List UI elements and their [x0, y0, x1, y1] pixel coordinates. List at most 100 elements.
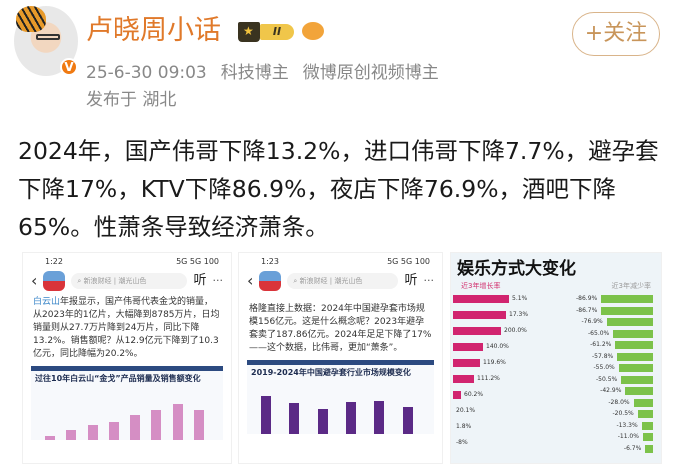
decline-bar [613, 329, 653, 338]
decline-label: -6.7% [623, 444, 642, 452]
decline-bar [637, 410, 653, 418]
decline-bar [601, 295, 653, 303]
verified-badge: V [60, 58, 78, 76]
decline-label: -20.5% [612, 410, 634, 417]
chart-bar [289, 403, 300, 434]
growth-label: 20.1% [456, 407, 476, 414]
infographic-title: 娱乐方式大变化 [457, 259, 576, 279]
growth-bar [453, 391, 461, 399]
decline-bar [615, 341, 653, 349]
avatar-face [36, 34, 60, 40]
decline-bar [601, 306, 653, 315]
search-placeholder: 新浪财经 | 潮光山色 [83, 277, 147, 285]
growth-header: 近3年增长率 [461, 282, 501, 290]
listen-label: 听 [193, 273, 207, 288]
growth-bar [453, 343, 483, 351]
decline-bar [621, 375, 653, 384]
growth-bar [453, 295, 509, 303]
growth-label: 140.0% [486, 343, 509, 350]
search-bar: ⌕ 新浪财经 | 潮光山色 [287, 273, 399, 289]
growth-label: 17.3% [509, 311, 529, 318]
growth-bar [453, 359, 480, 367]
crown-icon [238, 22, 260, 42]
listen-label: 听 [404, 273, 418, 288]
back-icon: ‹ [247, 271, 254, 290]
more-icon: ··· [212, 274, 224, 287]
infographic-bars: 5.1% 17.3% 200.0% 140.0% 119.6% 111.2% 60.2% 20… [451, 291, 661, 461]
post-time: 25-6-30 09:03 [86, 63, 207, 83]
post-location: 发布于 湖北 [86, 90, 177, 110]
decline-label: -65.0% [588, 329, 610, 337]
growth-label: 200.0% [504, 327, 527, 334]
post-image-2[interactable]: 1:23 5G 5G 100 ‹ ⌕ 新浪财经 | 潮光山色听 ··· 格隆直接上数据… [238, 252, 443, 464]
user-tag: 科技博主 [220, 63, 289, 83]
decline-label: -42.9% [600, 387, 622, 394]
decline-label: -57.8% [591, 352, 614, 360]
decline-label: -61.2% [590, 341, 612, 348]
article-text: 格隆直接上数据：2024年中国避孕套市场规模156亿元。这是什么概念呢？2023… [249, 304, 432, 353]
chart-title: 过往10年白云山“金戈”产品销量及销售额变化 [35, 374, 201, 383]
chart-bar [87, 425, 98, 440]
growth-label: 60.2% [464, 391, 484, 398]
chart-bar [151, 409, 162, 440]
decline-bar [606, 318, 653, 326]
chart-bar [261, 395, 271, 434]
decline-bar [633, 398, 653, 407]
decline-bar [618, 364, 653, 372]
tiger-decoration [16, 6, 46, 32]
growth-bar [453, 311, 506, 319]
avatar[interactable] [14, 6, 78, 76]
decline-label: -50.5% [596, 375, 618, 383]
follow-button[interactable]: +关注 [572, 12, 660, 56]
chart-bar [374, 401, 385, 434]
chart-title: 2019-2024年中国避孕套行业市场规模变化 [251, 368, 411, 377]
decline-label: -86.7% [576, 306, 598, 314]
decline-label: -28.0% [608, 398, 630, 406]
decline-bar [617, 352, 653, 361]
status-icons: 5G 5G 100 [387, 257, 430, 266]
user-tag: 微博原创视频博主 [302, 63, 439, 83]
decline-bar [641, 421, 653, 430]
post-image-3[interactable]: 娱乐方式大变化 近3年增长率 近3年减少率 5.1% 17.3% 200.0% 140.… [450, 252, 662, 464]
status-time: 1:23 [261, 257, 279, 266]
chart-bar [45, 435, 55, 440]
post-text: 2024年，国产伟哥下降13.2%，进口伟哥下降7.7%，避孕套下降17%，KT… [18, 137, 659, 241]
decline-label: -55.0% [593, 364, 615, 371]
growth-bar [453, 327, 501, 335]
chart-bar [130, 414, 140, 440]
app-logo [259, 271, 282, 291]
status-time: 1:22 [45, 257, 63, 266]
app-logo [43, 271, 66, 291]
search-bar: ⌕ 新浪财经 | 潮光山色 [71, 273, 188, 289]
level-badge: II [260, 24, 294, 40]
status-icons: 5G 5G 100 [176, 257, 219, 266]
decline-label: -11.0% [617, 433, 639, 440]
decline-bar [645, 444, 653, 453]
decline-bar [642, 433, 653, 441]
chart-bar [172, 403, 183, 440]
decline-label: -86.9% [575, 295, 598, 302]
post-meta: 25-6-30 09:03 科技博主 微博原创视频博主 [86, 62, 453, 84]
chart-1: 过往10年白云山“金戈”产品销量及销售额变化 [31, 366, 223, 440]
decline-header: 近3年减少率 [611, 282, 651, 290]
highlight-text: 白云山 [33, 297, 61, 307]
decline-label: -76.9% [581, 318, 603, 325]
growth-bar [453, 375, 474, 383]
chart-bar [317, 408, 328, 434]
decline-bar [625, 387, 653, 395]
back-icon: ‹ [31, 271, 38, 290]
article-text: 年报显示，国产伟哥代表金戈的销量，从2023年的1亿片，大幅降到8785万片，日… [33, 297, 220, 359]
chart-bar [108, 421, 119, 440]
growth-label: 5.1% [512, 295, 528, 302]
chart-2: 2019-2024年中国避孕套行业市场规模变化 [247, 360, 434, 434]
chart-bar [402, 406, 413, 434]
growth-label: 119.6% [483, 359, 506, 366]
growth-label: -8% [456, 439, 468, 446]
post-image-1[interactable]: 1:22 5G 5G 100 ‹ ⌕ 新浪财经 | 潮光山色听 ··· 白云山年报显示… [22, 252, 232, 464]
more-icon: ··· [423, 274, 435, 287]
user-name[interactable]: 卢晓周小话 [86, 15, 221, 46]
chart-bar [66, 430, 77, 440]
chart-bar [193, 409, 204, 440]
growth-label: 111.2% [477, 375, 500, 382]
search-placeholder: 新浪财经 | 潮光山色 [299, 277, 363, 285]
